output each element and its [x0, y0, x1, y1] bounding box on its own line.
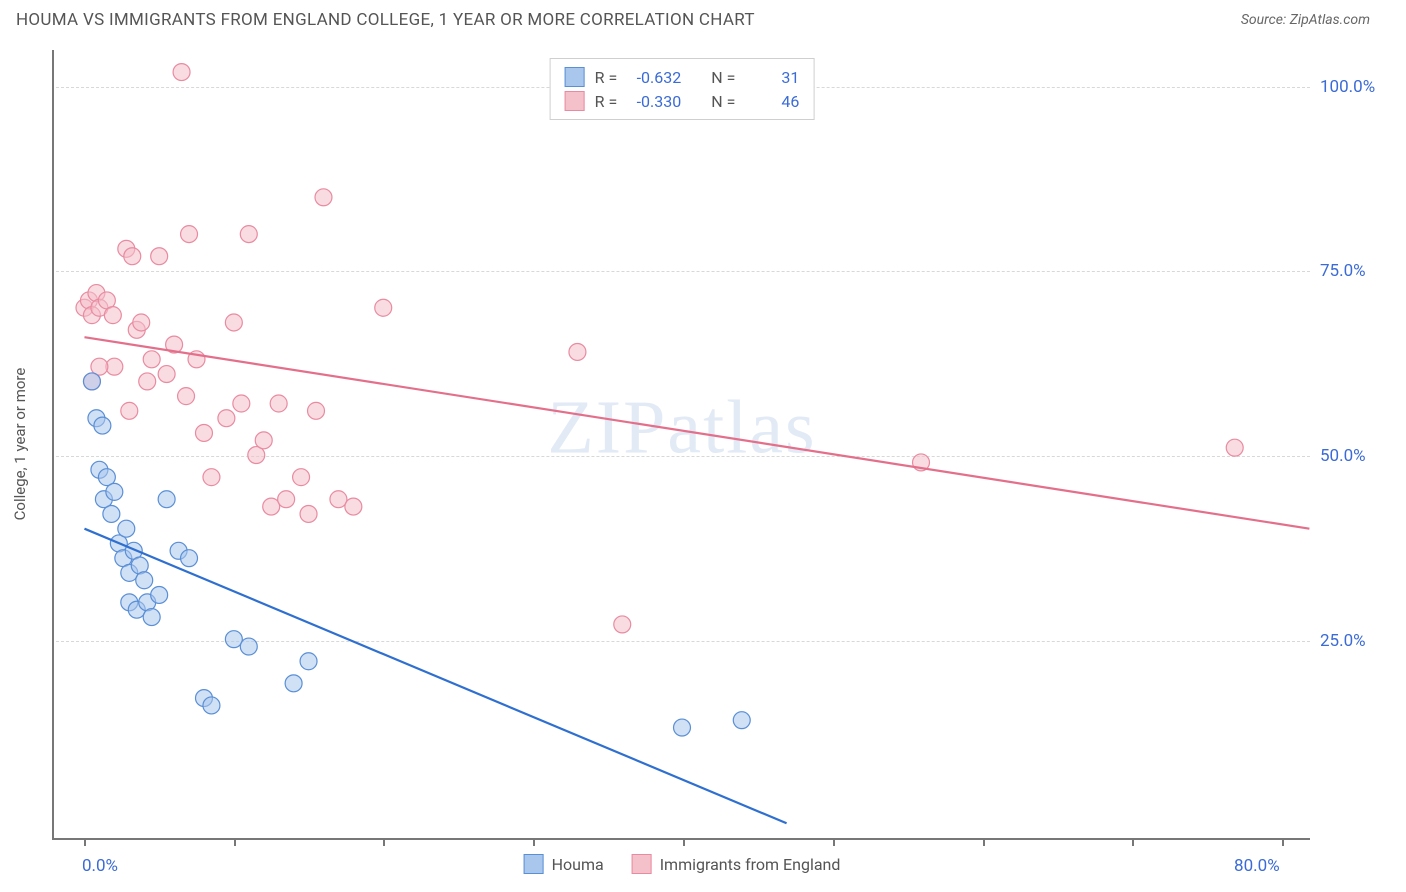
legend-swatch-blue: [565, 67, 585, 87]
plot-area: College, 1 year or more ZIPatlas R = -0.…: [52, 50, 1310, 840]
y-tick-label: 25.0%: [1320, 631, 1366, 651]
r-label: R =: [595, 92, 618, 111]
scatter-point: [151, 248, 168, 265]
scatter-point: [218, 410, 235, 427]
scatter-point: [203, 697, 220, 714]
scatter-point: [158, 366, 175, 383]
y-tick-label: 75.0%: [1320, 261, 1366, 281]
n-value-pink: 46: [745, 92, 799, 111]
x-tick: [533, 838, 535, 846]
y-tick-label: 50.0%: [1320, 446, 1366, 466]
scatter-point: [225, 631, 242, 648]
x-tick: [683, 838, 685, 846]
scatter-point: [300, 653, 317, 670]
x-tick: [383, 838, 385, 846]
scatter-point: [285, 675, 302, 692]
scatter-point: [733, 712, 750, 729]
scatter-point: [181, 550, 198, 567]
series-legend: Houma Immigrants from England: [524, 854, 841, 874]
legend-item-england: Immigrants from England: [632, 854, 841, 874]
scatter-point: [233, 395, 250, 412]
n-value-blue: 31: [745, 68, 799, 87]
scatter-point: [330, 491, 347, 508]
scatter-point: [308, 402, 325, 419]
scatter-point: [270, 395, 287, 412]
legend-label: Immigrants from England: [660, 855, 841, 874]
x-tick: [234, 838, 236, 846]
scatter-point: [173, 64, 190, 81]
legend-label: Houma: [552, 855, 604, 874]
scatter-point: [300, 505, 317, 522]
x-tick: [1132, 838, 1134, 846]
trend-line: [84, 529, 786, 824]
x-tick: [1282, 838, 1284, 846]
scatter-point: [158, 491, 175, 508]
x-tick-label: 80.0%: [1234, 856, 1280, 876]
scatter-point: [240, 638, 257, 655]
n-label: N =: [711, 92, 735, 111]
scatter-point: [203, 469, 220, 486]
r-label: R =: [595, 68, 618, 87]
scatter-svg: [54, 50, 1310, 838]
x-tick: [983, 838, 985, 846]
scatter-point: [569, 343, 586, 360]
legend-row-blue: R = -0.632 N = 31: [565, 65, 800, 89]
scatter-point: [133, 314, 150, 331]
scatter-point: [118, 520, 135, 537]
scatter-point: [674, 719, 691, 736]
scatter-point: [345, 498, 362, 515]
scatter-point: [614, 616, 631, 633]
y-tick-label: 100.0%: [1320, 77, 1375, 97]
scatter-point: [121, 402, 138, 419]
scatter-point: [136, 572, 153, 589]
x-tick: [833, 838, 835, 846]
source-name: ZipAtlas.com: [1290, 12, 1370, 28]
scatter-point: [94, 417, 111, 434]
scatter-point: [106, 483, 123, 500]
scatter-point: [83, 373, 100, 390]
r-value-blue: -0.632: [627, 68, 681, 87]
scatter-point: [143, 609, 160, 626]
scatter-point: [315, 189, 332, 206]
chart-title: HOUMA VS IMMIGRANTS FROM ENGLAND COLLEGE…: [16, 10, 755, 30]
scatter-point: [293, 469, 310, 486]
scatter-point: [124, 248, 141, 265]
scatter-point: [263, 498, 280, 515]
scatter-point: [178, 388, 195, 405]
scatter-point: [255, 432, 272, 449]
scatter-point: [103, 505, 120, 522]
scatter-point: [375, 299, 392, 316]
scatter-point: [278, 491, 295, 508]
x-tick: [84, 838, 86, 846]
legend-item-houma: Houma: [524, 854, 604, 874]
scatter-point: [151, 586, 168, 603]
x-tick-label: 0.0%: [82, 856, 118, 876]
scatter-point: [104, 307, 121, 324]
legend-swatch-pink: [632, 854, 652, 874]
scatter-point: [143, 351, 160, 368]
n-label: N =: [711, 68, 735, 87]
r-value-pink: -0.330: [627, 92, 681, 111]
plot-container: College, 1 year or more ZIPatlas R = -0.…: [52, 50, 1368, 840]
legend-row-pink: R = -0.330 N = 46: [565, 89, 800, 113]
scatter-point: [1226, 439, 1243, 456]
correlation-legend: R = -0.632 N = 31 R = -0.330 N = 46: [550, 58, 815, 120]
scatter-point: [181, 226, 198, 243]
scatter-point: [240, 226, 257, 243]
y-axis-label: College, 1 year or more: [11, 368, 29, 521]
legend-swatch-pink: [565, 91, 585, 111]
scatter-point: [139, 373, 156, 390]
source-attribution: Source: ZipAtlas.com: [1241, 12, 1370, 28]
scatter-point: [225, 314, 242, 331]
scatter-point: [195, 424, 212, 441]
legend-swatch-blue: [524, 854, 544, 874]
source-prefix: Source:: [1241, 12, 1290, 28]
